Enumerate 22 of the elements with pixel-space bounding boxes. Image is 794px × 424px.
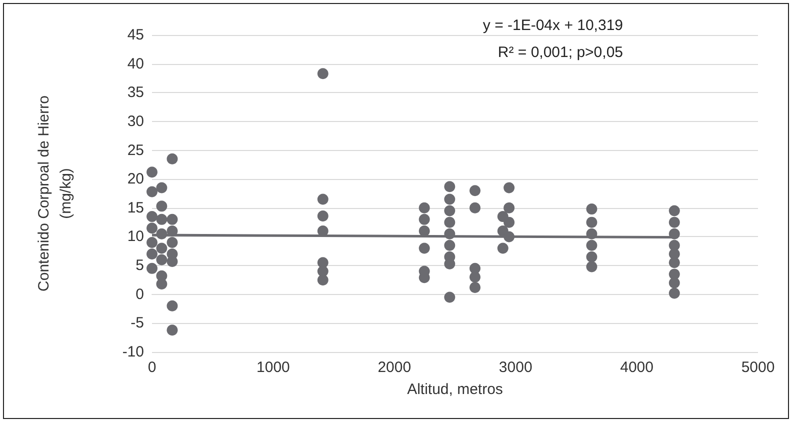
x-tick-label: 5000 xyxy=(741,359,775,376)
x-tick-label: 3000 xyxy=(498,359,532,376)
x-tick-label: 4000 xyxy=(620,359,654,376)
y-tick-label: -5 xyxy=(130,314,144,332)
x-tick-label: 1000 xyxy=(256,359,290,376)
y-tick-label: 45 xyxy=(127,26,144,44)
y-tick-label: 10 xyxy=(127,228,144,246)
y-tick-label: 25 xyxy=(127,142,144,159)
y-tick-label: 40 xyxy=(127,55,144,72)
y-tick-label: 20 xyxy=(127,170,144,188)
y-tick-label: 30 xyxy=(127,112,144,130)
y-tick-label: 0 xyxy=(136,286,144,303)
y-tick-label: 15 xyxy=(127,199,144,216)
y-tick-label: -10 xyxy=(122,344,144,360)
text: y = -1E-04x + 10,319 xyxy=(482,17,623,34)
x-tick-label: 0 xyxy=(148,359,156,376)
annotation: R² = 0,001; p>0,05 xyxy=(498,44,623,61)
x-tick-label: 2000 xyxy=(378,359,412,376)
x-axis-title: Altitud, metros xyxy=(407,381,503,398)
y-tick-label: 35 xyxy=(127,84,144,102)
y-tick-label: 5 xyxy=(136,257,144,274)
y-axis-title: Contenido Corproal de Hierro (mg/kg) xyxy=(36,96,74,292)
